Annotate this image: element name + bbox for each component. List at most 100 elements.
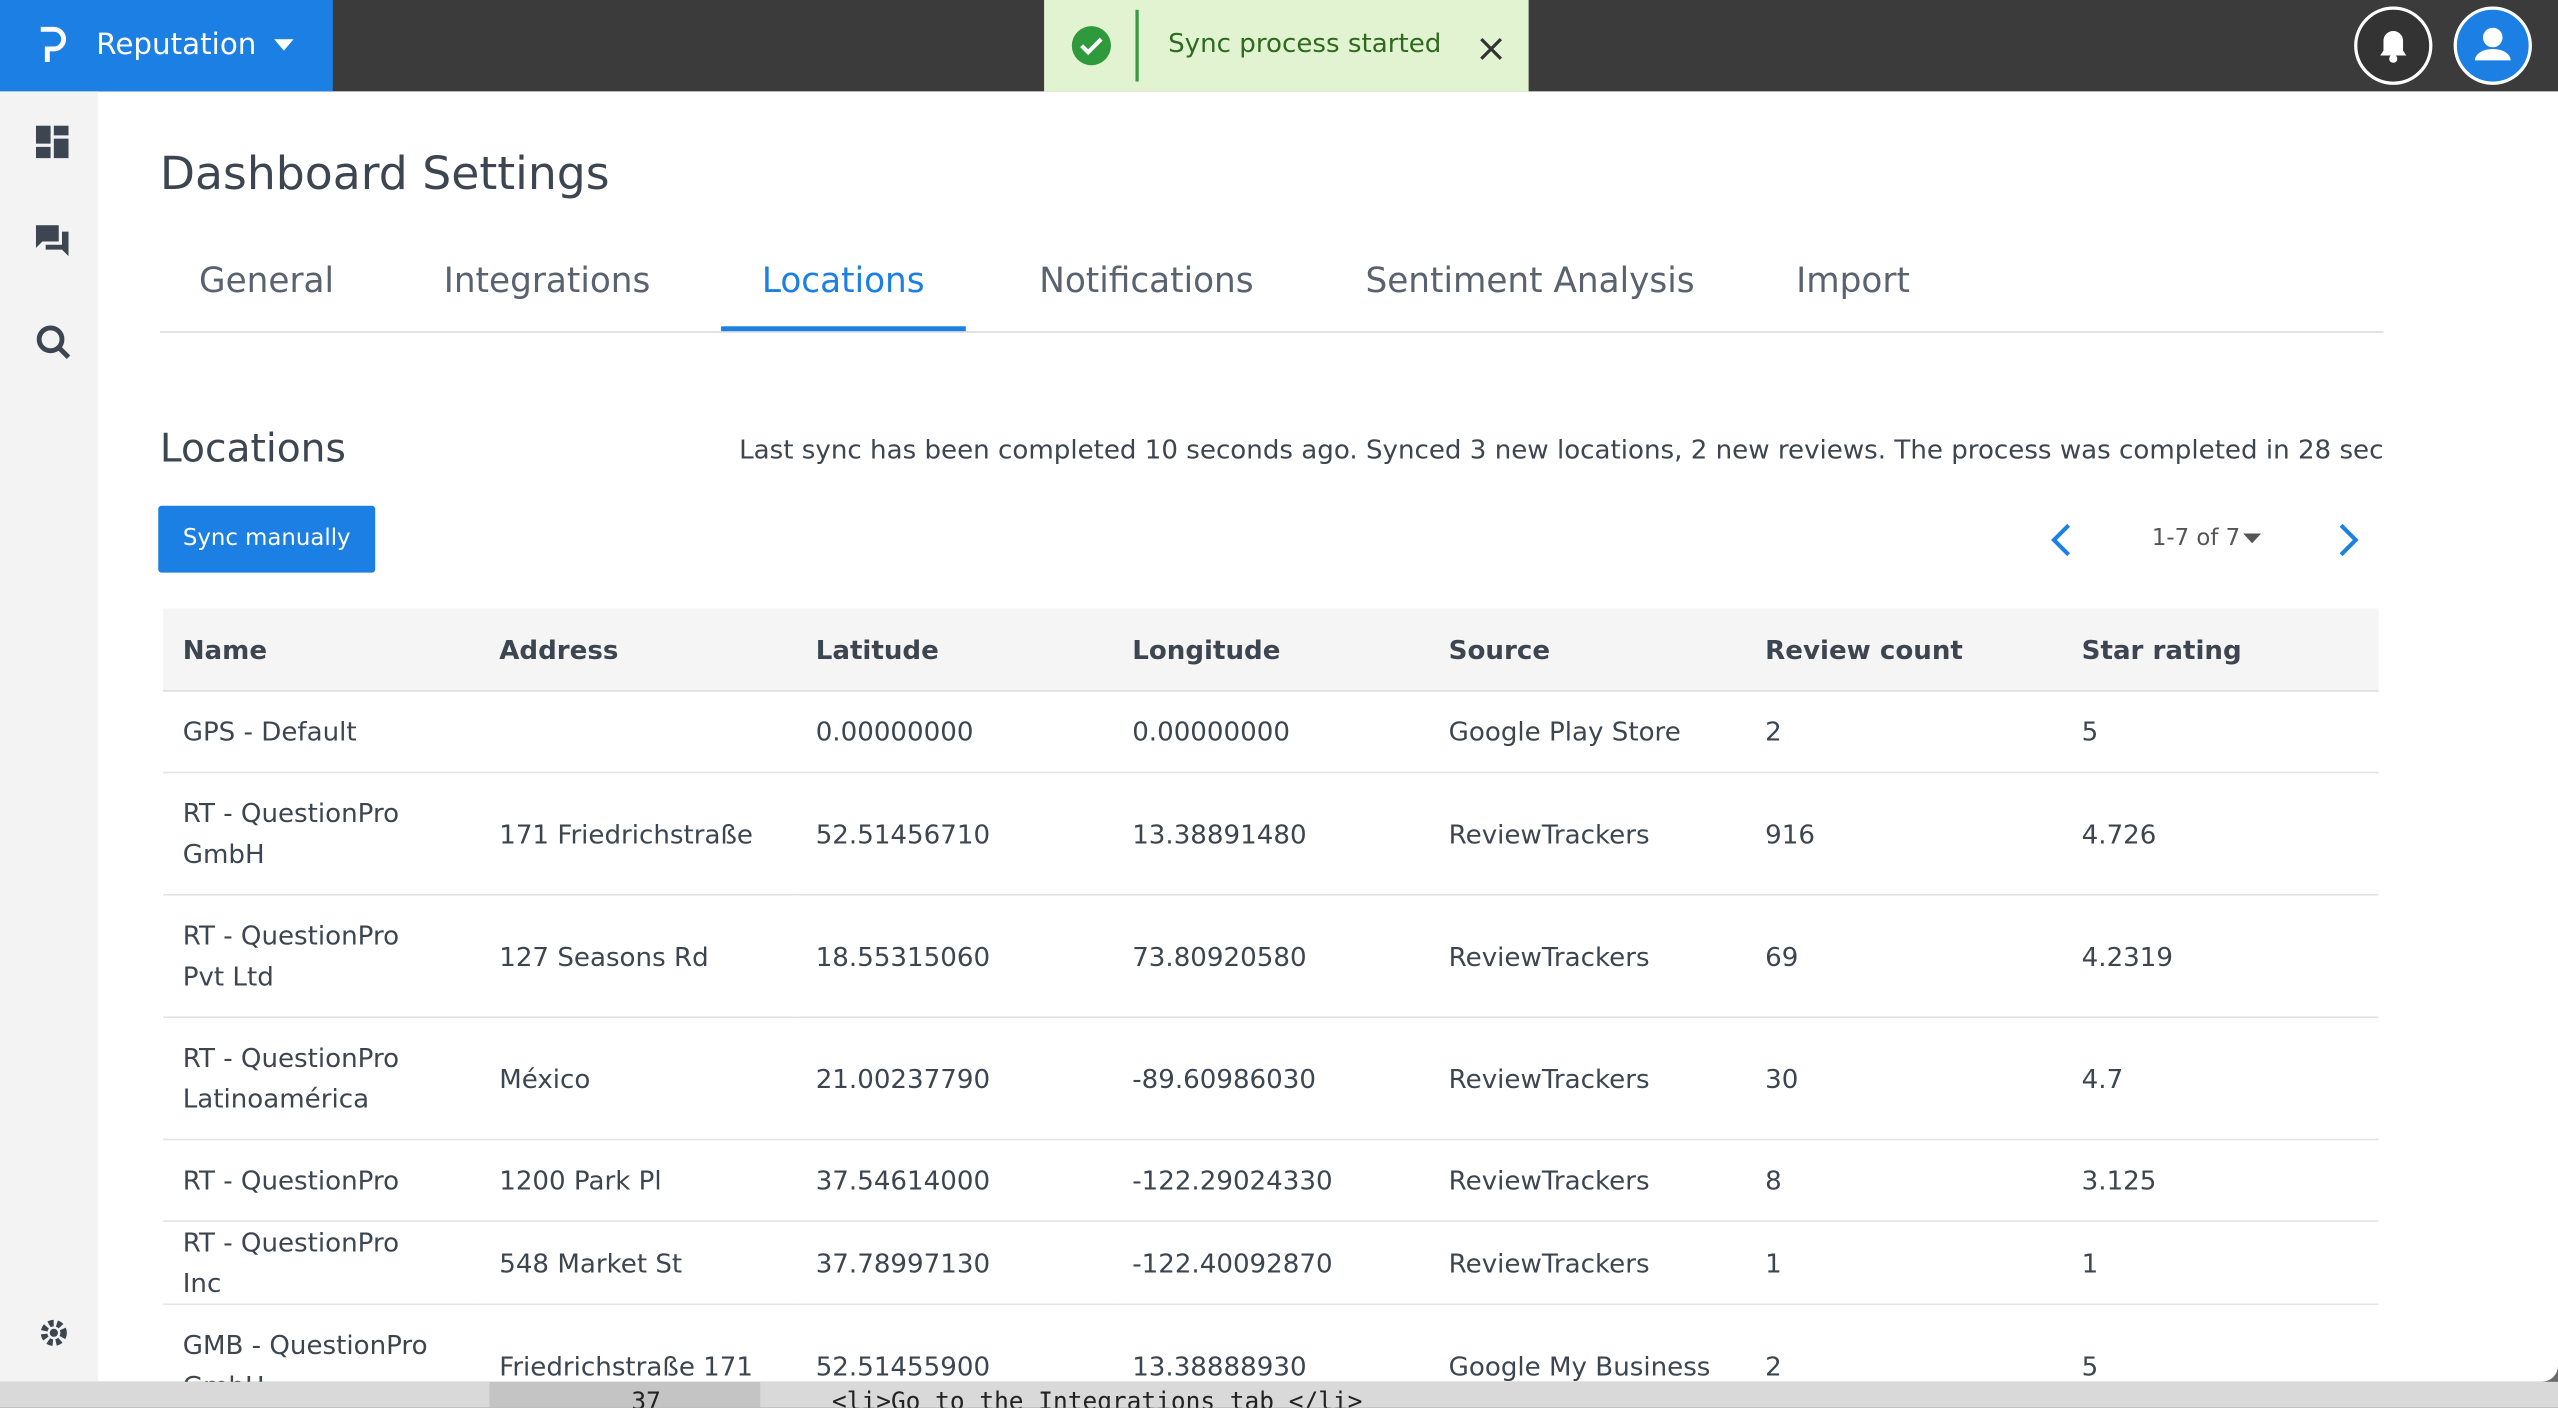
table-cell: 73.80920580 <box>1112 894 1430 1018</box>
table-cell: RT - QuestionPro Latinoamérica <box>163 1017 480 1141</box>
table-cell: 13.38888930 <box>1112 1304 1430 1382</box>
table-cell: 21.00237790 <box>796 1017 1113 1141</box>
tab[interactable]: Import <box>1796 261 1910 301</box>
table-cell: RT - QuestionPro GmbH <box>163 772 480 896</box>
logo <box>40 26 67 62</box>
table-cell: GMB - QuestionPro GmbH <box>163 1304 480 1382</box>
table-cell: 69 <box>1745 894 2063 1018</box>
sidebar <box>0 91 98 1382</box>
dashboard-icon[interactable] <box>35 125 72 159</box>
table-cell: 171 Friedrichstraße <box>479 772 797 896</box>
table-cell: 916 <box>1745 772 2063 896</box>
toast-message: Sync process started <box>1168 27 1442 59</box>
background-editor: 37 <li>Go to the Integrations tab </li> <box>0 1381 2558 1408</box>
code-line: <li>Go to the Integrations tab </li> <box>832 1386 1363 1408</box>
reviews-icon[interactable] <box>35 225 72 258</box>
table-cell: -89.60986030 <box>1112 1017 1430 1141</box>
table-cell: Friedrichstraße 171 <box>479 1304 797 1382</box>
table-cell: GPS - Default <box>163 690 480 774</box>
table-cell: Google Play Store <box>1429 690 1746 774</box>
sync-button[interactable]: Sync manually <box>158 505 376 573</box>
table-cell: 37.54614000 <box>796 1139 1113 1222</box>
notifications-button[interactable] <box>2352 5 2434 87</box>
page-caret <box>2243 533 2262 544</box>
table-cell: 3.125 <box>2062 1139 2379 1222</box>
table-cell: -122.29024330 <box>1112 1139 1430 1222</box>
table-cell: ReviewTrackers <box>1429 894 1746 1018</box>
table-cell: ReviewTrackers <box>1429 1221 1746 1306</box>
table-cell: 1 <box>2062 1221 2379 1306</box>
table-cell: 0.00000000 <box>1112 690 1430 774</box>
table-cell: 5 <box>2062 1304 2379 1382</box>
table-cell: RT - QuestionPro <box>163 1139 480 1222</box>
table-cell: 5 <box>2062 690 2379 774</box>
close-toast[interactable] <box>1480 38 1503 61</box>
line-number: 37 <box>631 1386 661 1408</box>
table-row: RT - QuestionPro Pvt Ltd 127 Seasons Rd 18… <box>163 894 2379 1018</box>
column-header: Longitude <box>1112 608 1430 692</box>
table-cell: 52.51456710 <box>796 772 1113 896</box>
tab[interactable]: Integrations <box>443 261 651 301</box>
table-row: GPS - Default 0.00000000 0.00000000 Google … <box>163 690 2379 774</box>
table-cell: ReviewTrackers <box>1429 772 1746 896</box>
table-row: RT - QuestionPro 1200 Park Pl 37.54614000-… <box>163 1139 2379 1222</box>
tab[interactable]: General <box>199 261 335 301</box>
tab[interactable]: Sentiment Analysis <box>1365 261 1695 301</box>
settings-icon[interactable] <box>38 1317 71 1350</box>
table-cell: 30 <box>1745 1017 2063 1141</box>
page-title: Dashboard Settings <box>159 146 610 201</box>
prev-page[interactable] <box>2047 522 2073 558</box>
table-cell: -122.40092870 <box>1112 1221 1430 1306</box>
table-cell: 18.55315060 <box>796 894 1113 1018</box>
table-cell: RT - QuestionPro Pvt Ltd <box>163 894 480 1018</box>
column-header: Star rating <box>2062 608 2379 692</box>
table-cell: México <box>479 1017 797 1141</box>
table-cell: 2 <box>1745 1304 2063 1382</box>
table-cell: 2 <box>1745 690 2063 774</box>
active-tab-indicator <box>721 326 966 332</box>
table-cell: 4.7 <box>2062 1017 2379 1141</box>
top-bar: Reputation Sync process started <box>0 0 2558 92</box>
sync-status: Last sync has been completed 10 seconds … <box>739 433 2384 465</box>
brand-name: Reputation <box>96 27 257 62</box>
column-header: Review count <box>1745 608 2063 692</box>
table-row: GMB - QuestionPro GmbHFriedrichstraße 17… <box>163 1304 2379 1382</box>
table-row: RT - QuestionPro GmbH 171 Friedrichstraße… <box>163 772 2379 896</box>
toast: Sync process started <box>1044 0 1529 92</box>
locations-table: Name Address Latitude Longitude Source Review… <box>163 608 2379 1382</box>
table-cell: 1200 Park Pl <box>479 1139 797 1222</box>
table-cell: 52.51455900 <box>796 1304 1113 1382</box>
table-cell <box>479 690 797 774</box>
table-cell: Google My Business <box>1429 1304 1746 1382</box>
profile-button[interactable] <box>2452 5 2534 87</box>
table-cell: ReviewTrackers <box>1429 1139 1746 1222</box>
table-cell: 127 Seasons Rd <box>479 894 797 1018</box>
table-cell: 37.78997130 <box>796 1221 1113 1306</box>
next-page[interactable] <box>2336 522 2362 558</box>
table-cell: 4.726 <box>2062 772 2379 896</box>
table-cell: RT - QuestionPro Inc <box>163 1221 480 1306</box>
header-row: Name Address Latitude Longitude Source Review… <box>163 608 2379 692</box>
tab[interactable]: Notifications <box>1039 261 1254 301</box>
table-row: RT - QuestionPro Inc 548 Market St 37.7899… <box>163 1221 2379 1306</box>
table-cell: 0.00000000 <box>796 690 1113 774</box>
table-cell: ReviewTrackers <box>1429 1017 1746 1141</box>
tab[interactable]: Locations <box>761 261 925 301</box>
brand-menu[interactable]: Reputation <box>0 0 333 92</box>
column-header: Source <box>1429 608 1746 692</box>
divider <box>1135 9 1139 82</box>
table-cell: 13.38891480 <box>1112 772 1430 896</box>
page-range[interactable]: 1-7 of 7 <box>2151 525 2241 552</box>
table-cell: 8 <box>1745 1139 2063 1222</box>
table-cell: 4.2319 <box>2062 894 2379 1018</box>
tab-divider <box>159 331 2384 333</box>
column-header: Address <box>479 608 797 692</box>
column-header: Name <box>163 608 480 692</box>
success-icon <box>1071 26 1111 66</box>
section-title: Locations <box>159 425 346 472</box>
caret <box>274 39 294 51</box>
search-icon[interactable] <box>36 325 72 361</box>
